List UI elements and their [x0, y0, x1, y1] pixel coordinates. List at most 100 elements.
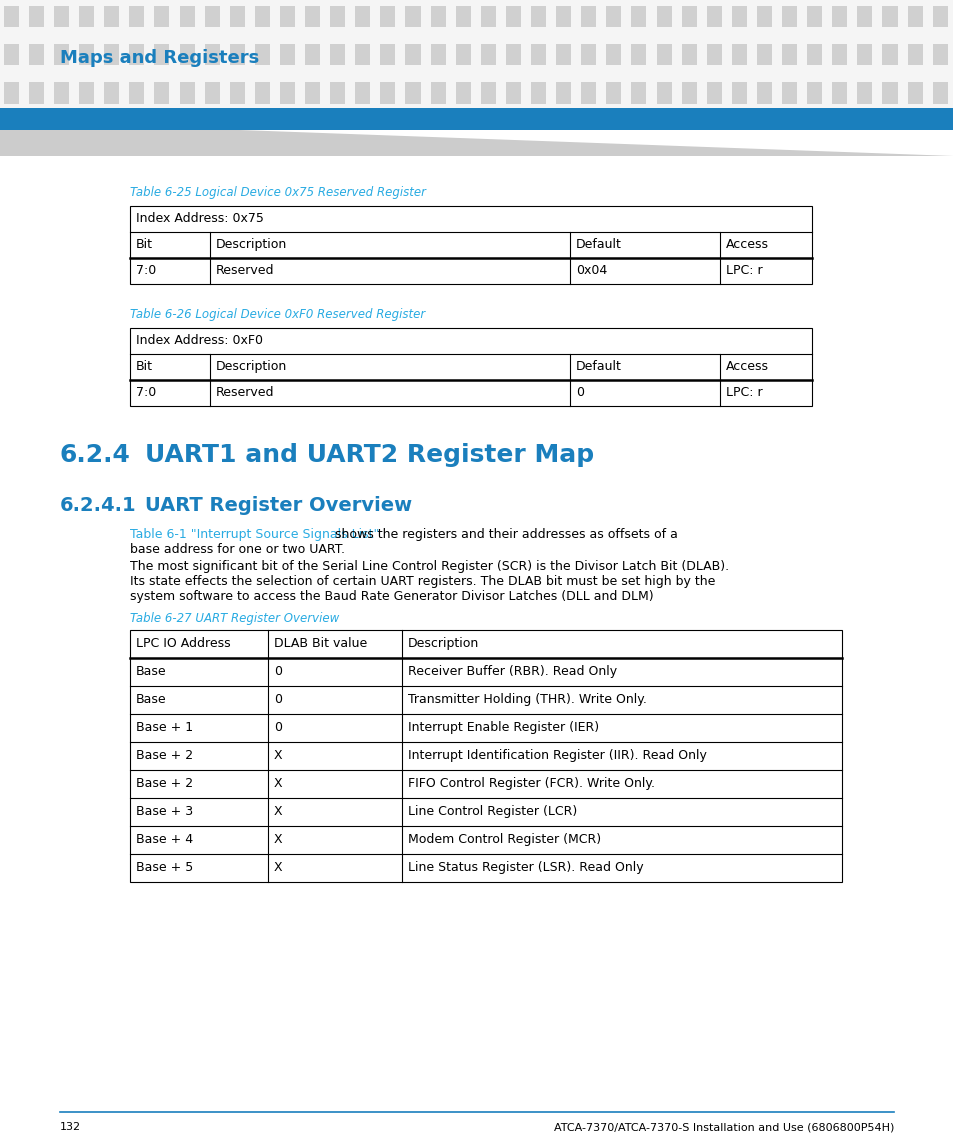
Polygon shape — [240, 131, 953, 156]
FancyBboxPatch shape — [731, 82, 746, 103]
FancyBboxPatch shape — [79, 6, 94, 26]
Text: Reserved: Reserved — [215, 264, 274, 277]
Text: LPC IO Address: LPC IO Address — [136, 637, 231, 650]
FancyBboxPatch shape — [831, 6, 846, 26]
FancyBboxPatch shape — [580, 45, 596, 65]
FancyBboxPatch shape — [0, 0, 953, 114]
FancyBboxPatch shape — [230, 45, 245, 65]
FancyBboxPatch shape — [656, 82, 671, 103]
Text: The most significant bit of the Serial Line Control Register (SCR) is the Diviso: The most significant bit of the Serial L… — [130, 560, 728, 572]
Text: shows the registers and their addresses as offsets of a: shows the registers and their addresses … — [331, 528, 677, 540]
FancyBboxPatch shape — [130, 630, 841, 882]
FancyBboxPatch shape — [355, 6, 370, 26]
FancyBboxPatch shape — [254, 82, 270, 103]
Text: Maps and Registers: Maps and Registers — [60, 49, 259, 68]
FancyBboxPatch shape — [0, 108, 953, 131]
FancyBboxPatch shape — [680, 6, 696, 26]
Text: Access: Access — [725, 238, 768, 251]
Text: Default: Default — [576, 238, 621, 251]
FancyBboxPatch shape — [932, 6, 946, 26]
FancyBboxPatch shape — [130, 6, 144, 26]
FancyBboxPatch shape — [380, 82, 395, 103]
Text: Line Control Register (LCR): Line Control Register (LCR) — [408, 805, 577, 818]
FancyBboxPatch shape — [606, 6, 620, 26]
Text: Interrupt Identification Register (IIR). Read Only: Interrupt Identification Register (IIR).… — [408, 749, 706, 763]
FancyBboxPatch shape — [330, 82, 345, 103]
FancyBboxPatch shape — [4, 6, 19, 26]
Text: 0: 0 — [274, 693, 282, 706]
Text: Base + 3: Base + 3 — [136, 805, 193, 818]
FancyBboxPatch shape — [781, 6, 797, 26]
FancyBboxPatch shape — [154, 6, 170, 26]
FancyBboxPatch shape — [606, 45, 620, 65]
FancyBboxPatch shape — [279, 82, 294, 103]
Text: Table 6-1 "Interrupt Source Signals List": Table 6-1 "Interrupt Source Signals List… — [130, 528, 379, 540]
FancyBboxPatch shape — [305, 82, 320, 103]
Text: Interrupt Enable Register (IER): Interrupt Enable Register (IER) — [408, 721, 598, 734]
FancyBboxPatch shape — [430, 6, 445, 26]
FancyBboxPatch shape — [54, 45, 69, 65]
Text: X: X — [274, 749, 282, 763]
FancyBboxPatch shape — [254, 6, 270, 26]
Text: 6.2.4: 6.2.4 — [60, 443, 131, 467]
FancyBboxPatch shape — [756, 45, 771, 65]
FancyBboxPatch shape — [731, 45, 746, 65]
FancyBboxPatch shape — [831, 82, 846, 103]
FancyBboxPatch shape — [857, 6, 871, 26]
FancyBboxPatch shape — [430, 82, 445, 103]
FancyBboxPatch shape — [906, 6, 922, 26]
FancyBboxPatch shape — [756, 6, 771, 26]
FancyBboxPatch shape — [731, 6, 746, 26]
Text: Table 6-25 Logical Device 0x75 Reserved Register: Table 6-25 Logical Device 0x75 Reserved … — [130, 185, 426, 199]
FancyBboxPatch shape — [130, 82, 144, 103]
FancyBboxPatch shape — [380, 45, 395, 65]
FancyBboxPatch shape — [505, 6, 520, 26]
FancyBboxPatch shape — [806, 45, 821, 65]
FancyBboxPatch shape — [456, 82, 470, 103]
Text: Base + 2: Base + 2 — [136, 777, 193, 790]
FancyBboxPatch shape — [882, 45, 897, 65]
FancyBboxPatch shape — [806, 82, 821, 103]
FancyBboxPatch shape — [230, 6, 245, 26]
Text: 0: 0 — [274, 665, 282, 678]
FancyBboxPatch shape — [556, 45, 571, 65]
FancyBboxPatch shape — [179, 6, 194, 26]
FancyBboxPatch shape — [254, 45, 270, 65]
FancyBboxPatch shape — [79, 45, 94, 65]
FancyBboxPatch shape — [857, 82, 871, 103]
FancyBboxPatch shape — [305, 45, 320, 65]
FancyBboxPatch shape — [706, 82, 721, 103]
FancyBboxPatch shape — [355, 82, 370, 103]
Text: Base + 4: Base + 4 — [136, 834, 193, 846]
FancyBboxPatch shape — [556, 6, 571, 26]
Text: Line Status Register (LSR). Read Only: Line Status Register (LSR). Read Only — [408, 861, 643, 874]
FancyBboxPatch shape — [580, 82, 596, 103]
Text: FIFO Control Register (FCR). Write Only.: FIFO Control Register (FCR). Write Only. — [408, 777, 655, 790]
FancyBboxPatch shape — [130, 206, 811, 284]
FancyBboxPatch shape — [104, 82, 119, 103]
FancyBboxPatch shape — [279, 45, 294, 65]
FancyBboxPatch shape — [179, 45, 194, 65]
FancyBboxPatch shape — [680, 45, 696, 65]
FancyBboxPatch shape — [631, 45, 646, 65]
Text: Base + 2: Base + 2 — [136, 749, 193, 763]
FancyBboxPatch shape — [906, 82, 922, 103]
Text: UART Register Overview: UART Register Overview — [145, 496, 412, 515]
Text: Its state effects the selection of certain UART registers. The DLAB bit must be : Its state effects the selection of certa… — [130, 575, 715, 589]
FancyBboxPatch shape — [882, 6, 897, 26]
FancyBboxPatch shape — [179, 82, 194, 103]
FancyBboxPatch shape — [680, 82, 696, 103]
FancyBboxPatch shape — [54, 82, 69, 103]
Text: LPC: r: LPC: r — [725, 264, 761, 277]
FancyBboxPatch shape — [480, 82, 496, 103]
FancyBboxPatch shape — [4, 82, 19, 103]
FancyBboxPatch shape — [656, 6, 671, 26]
Text: Transmitter Holding (THR). Write Only.: Transmitter Holding (THR). Write Only. — [408, 693, 646, 706]
FancyBboxPatch shape — [556, 82, 571, 103]
FancyBboxPatch shape — [154, 82, 170, 103]
FancyBboxPatch shape — [305, 6, 320, 26]
Text: Bit: Bit — [136, 238, 152, 251]
Text: Base: Base — [136, 693, 167, 706]
Text: UART1 and UART2 Register Map: UART1 and UART2 Register Map — [145, 443, 594, 467]
FancyBboxPatch shape — [857, 45, 871, 65]
